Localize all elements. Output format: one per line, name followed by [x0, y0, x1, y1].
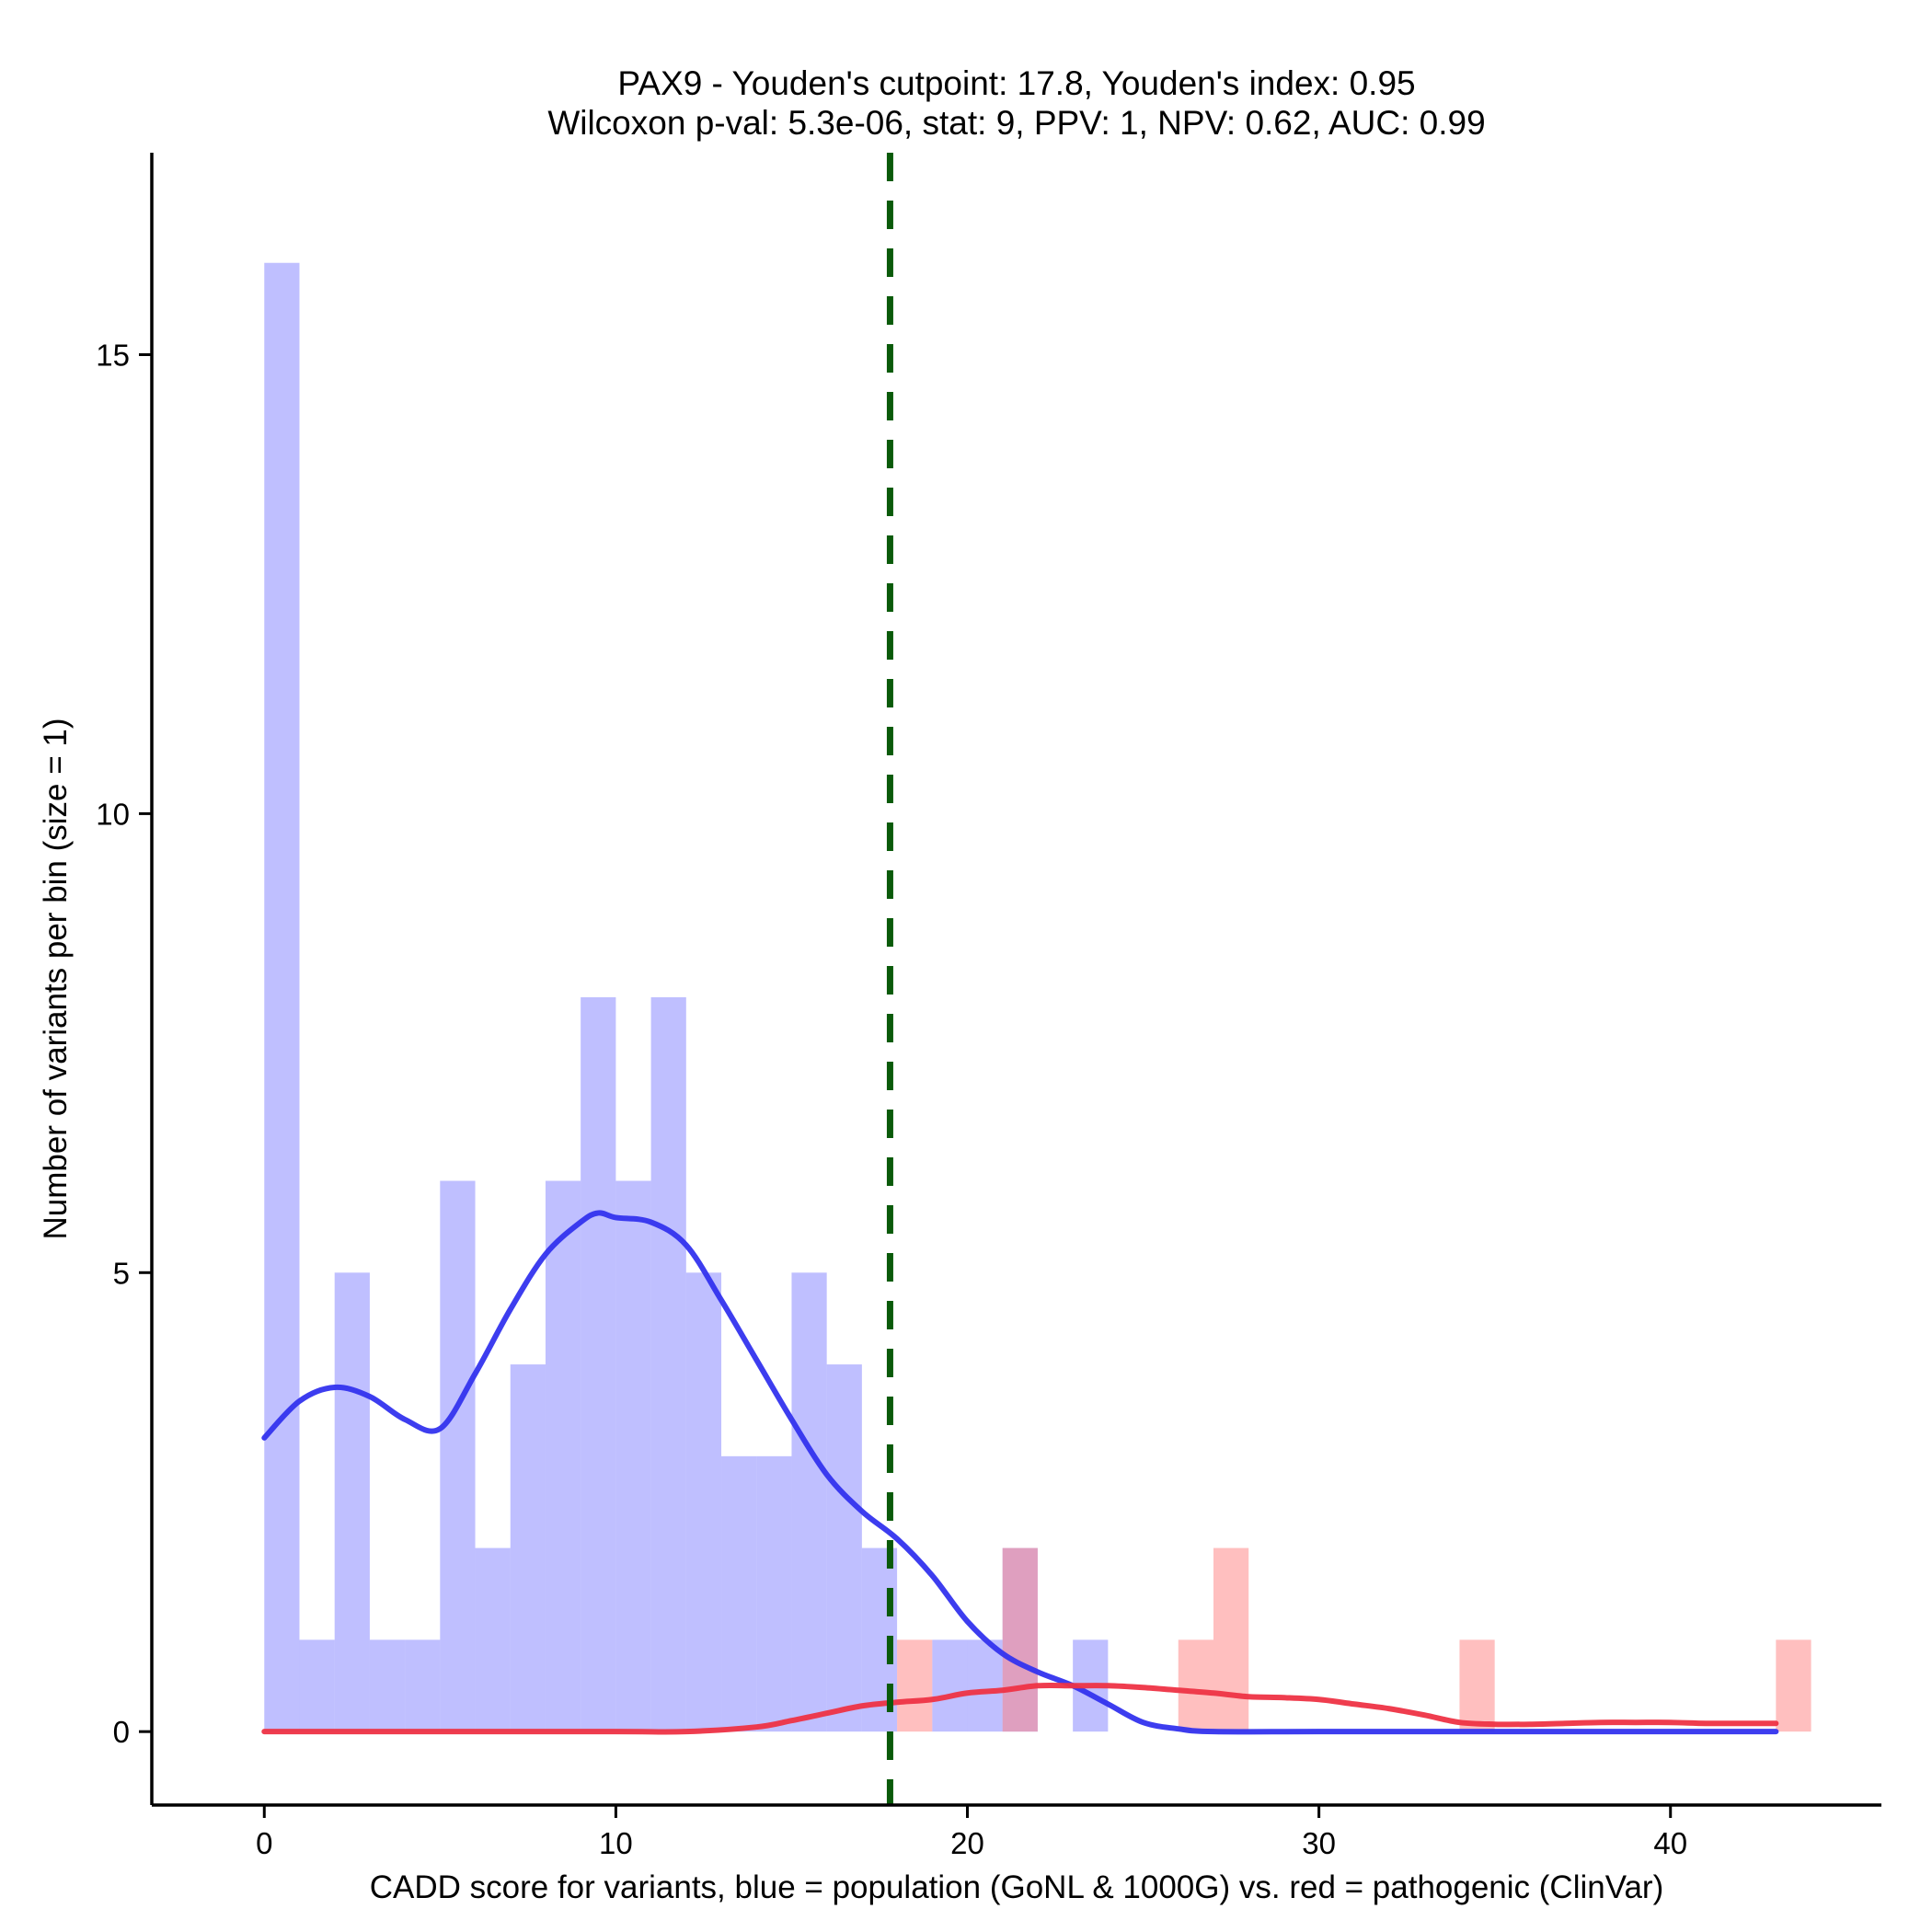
y-tick-label-10: 10	[96, 797, 130, 831]
population-bar-4	[405, 1639, 441, 1732]
population-bar-10	[615, 1180, 651, 1732]
y-axis-label: Number of variants per bin (size = 1)	[38, 718, 74, 1239]
population-bar-20	[967, 1639, 1003, 1732]
pathogenic-bar-18	[897, 1639, 933, 1732]
y-tick-label-5: 5	[113, 1256, 130, 1290]
pathogenic-bar-26	[1178, 1639, 1213, 1732]
y-tick-label-0: 0	[113, 1715, 130, 1749]
pathogenic-bar-43	[1776, 1639, 1811, 1732]
population-bar-15	[791, 1272, 827, 1732]
population-bar-3	[369, 1639, 406, 1732]
population-bar-7	[510, 1364, 546, 1732]
population-bar-12	[685, 1272, 722, 1732]
population-bar-0	[264, 262, 300, 1732]
ticks: 0 10 20 30 40 0 5 10 15	[96, 339, 1687, 1860]
population-bar-5	[440, 1180, 476, 1732]
population-bar-8	[545, 1180, 581, 1732]
pathogenic-bar-21	[1002, 1547, 1038, 1732]
population-bar-16	[826, 1364, 862, 1732]
population-bar-13	[721, 1455, 757, 1732]
plot-area	[261, 153, 1811, 1805]
pathogenic-bar-27	[1213, 1547, 1249, 1732]
x-tick-label-30: 30	[1302, 1826, 1336, 1860]
population-bar-9	[581, 996, 616, 1732]
x-tick-label-20: 20	[950, 1826, 984, 1860]
x-tick-label-40: 40	[1653, 1826, 1687, 1860]
population-bar-1	[299, 1639, 335, 1732]
axes	[150, 153, 1881, 1807]
chart-title: PAX9 - Youden's cutpoint: 17.8, Youden's…	[617, 64, 1415, 102]
pathogenic-density-curve	[261, 1682, 1779, 1735]
x-tick-label-0: 0	[256, 1826, 272, 1860]
x-axis-label: CADD score for variants, blue = populati…	[370, 1869, 1664, 1905]
y-tick-label-15: 15	[96, 339, 130, 373]
chart-subtitle: Wilcoxon p-val: 5.3e-06, stat: 9, PPV: 1…	[547, 104, 1485, 142]
population-bar-11	[650, 996, 686, 1732]
population-bar-2	[334, 1272, 370, 1732]
x-tick-label-10: 10	[599, 1826, 633, 1860]
population-bar-6	[475, 1547, 511, 1732]
pathogenic-bar-34	[1459, 1639, 1495, 1732]
population-density-curve	[261, 1210, 1779, 1735]
population-bar-19	[932, 1639, 968, 1732]
population-bar-14	[756, 1455, 792, 1732]
